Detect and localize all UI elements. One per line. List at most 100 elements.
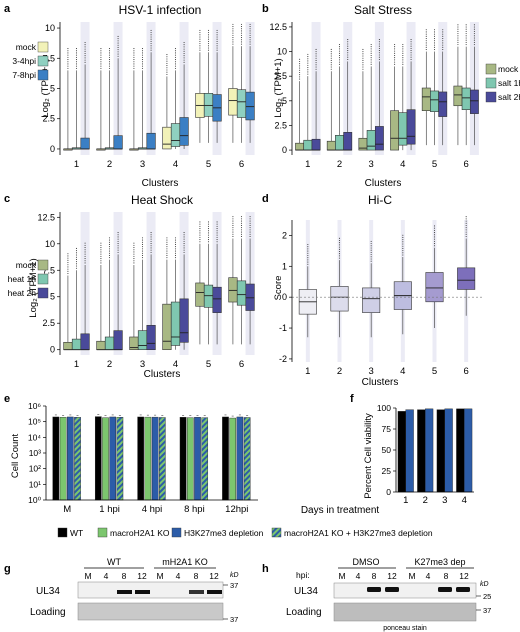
panel-b-cluster-1-box-1-outlier [299,74,301,76]
blot-h-hpi-label: hpi: [296,570,310,580]
panel-c-cluster-2-box-3-outlier [117,245,119,247]
panel-c-cluster-6-box-2-outlier [240,222,243,224]
blot-g-band-ko-8 [189,590,204,594]
panel-c-cluster-5-box-2-outlier [207,221,210,223]
panel-e-xtick-2: 1 hpi [99,504,120,515]
panel-e-bar-3-4 [159,417,166,501]
panel-c-cluster-4-box-2 [170,301,181,346]
panel-a-cluster-5-box-3-outlier [216,43,218,45]
panel-a-cluster-4-box-3-outlier [183,44,185,46]
panel-c-cluster-3-box-2-outlier [141,241,144,243]
panel-c-cluster-5-box-1 [195,282,205,307]
panel-b-cluster-2-box-1-outlier [330,68,332,70]
panel-a-cluster-4-box-1-outlier [166,58,168,60]
panel-b-cluster-1-box-3 [311,138,321,151]
blot-h-unit: kD [480,581,489,588]
panel-c-cluster-2-box-2-outlier [108,241,111,243]
legend-a-late-label: 7-8hpi [12,70,36,80]
panel-c-cluster-5-box-1-outlier [199,232,201,234]
panel-c-cluster-5-box-2-outlier [207,230,210,232]
panel-d-xtick-6: 6 [464,366,469,377]
panel-a-ytick-label: 7.5 [42,53,55,63]
legend-e-k27-swatch [171,527,182,538]
panel-c-cluster-3-box-3-outlier [150,238,152,240]
panel-a-cluster-2-box-1-outlier [100,52,102,54]
panel-a-cluster-3-box-2-outlier [141,61,144,63]
panel-a-cluster-4-box-3-outlier [183,52,185,55]
panel-b-cluster-3-box-3-outlier [378,52,380,54]
panel-a-cluster-3-box-2-outlier [141,56,144,58]
panel-b-cluster-3-box-2-outlier [370,48,372,50]
panel-e-bar-2-1 [94,416,102,501]
panel-c-cluster-3-box-2-outlier [141,252,144,254]
panel-d-cluster-3-box-1-outlier [370,258,372,260]
panel-a-cluster-4-box-2-outlier [174,54,177,56]
panel-c-cluster-5-box-3-outlier [216,223,218,225]
panel-c-cluster-6-box-3-outlier [249,227,251,229]
blot-h-band-dmso-12 [385,587,399,592]
panel-a-cluster-5-box-2-outlier [207,49,210,51]
panel-d-xlabel: Clusters [362,377,399,388]
panel-c-cluster-2-box-2-outlier [108,237,111,239]
panel-b-cluster-3-box-2 [366,130,376,151]
panel-c-cluster-4-box-3-outlier [183,236,185,238]
panel-c-cluster-3-box-1-outlier [133,251,135,253]
panel-b-cluster-5-box-1-outlier [425,35,427,37]
panel-e-bar-5-4 [243,417,251,501]
panel-b-cluster-5-box-3-outlier [442,38,444,40]
panel-h-letter: h [262,563,269,575]
blot-h-lane-4: 12 [387,571,397,581]
panel-d-xtick-1: 1 [305,366,310,377]
panel-f-xtick-4: 4 [462,495,467,506]
panel-a-cluster-2-box-2-outlier [108,50,111,52]
panel-a-cluster-6-box-2 [236,89,247,118]
panel-a-cluster-6-box-3-outlier [249,28,251,30]
panel-a-cluster-4-box-3 [179,117,189,146]
panel-b-xlabel: Clusters [365,178,402,189]
panel-c-cluster-5-box-1-outlier [199,223,201,225]
panel-f-ytick-label: 25 [382,466,392,476]
panel-c-cluster-1-box-3-outlier [84,247,86,249]
panel-c-cluster-4-box-1-outlier [166,254,168,257]
panel-c-ytick-label: 10 [45,239,55,249]
panel-c-cluster-3-box-3-outlier [150,247,152,249]
panel-c-cluster-3-box-3-outlier [150,240,152,242]
legend-c-heat2-label: heat 2h [8,288,37,298]
legend-c-mock-swatch [37,259,49,271]
panel-b-cluster-6-box-3-outlier [473,26,475,28]
panel-a-cluster-6-box-1-outlier [232,43,234,45]
panel-a-cluster-4-box-2-outlier [174,48,177,50]
panel-d-cluster-5-box-1-outlier [433,232,436,234]
blot-h-lane-2: 4 [356,571,361,581]
panel-b-cluster-1-box-1-outlier [299,69,301,71]
panel-a-cluster-5-box-1-outlier [199,38,201,40]
panel-e-bar-5-1 [222,416,229,501]
panel-d-cluster-3-box-1-outlier [370,251,372,253]
panel-b-cluster-3-box-3-outlier [378,58,380,60]
legend-b-mock-label: mock [498,64,519,74]
panel-a-cluster-1-box-3-outlier [84,41,86,44]
blot-g-lane-5: M [156,571,163,581]
panel-a-cluster-5-box-2-outlier [207,38,210,40]
panel-c-cluster-4-box-3 [179,298,189,343]
panel-a-cluster-1-box-2-outlier [75,59,78,61]
panel-a-cluster-1-box-1-outlier [67,67,69,69]
panel-b-cluster-5-box-1-outlier [425,49,427,51]
panel-b-cluster-2-box-2-outlier [338,61,341,63]
panel-c-cluster-5-box-3-outlier [216,241,218,243]
panel-c-cluster-3-box-3-outlier [150,243,152,245]
panel-d-cluster-6-box-1-outlier [465,220,467,222]
panel-a-xtick-1: 1 [74,159,79,170]
panel-b-cluster-3-box-1-outlier [362,48,364,51]
panel-a-cluster-3-box-3-outlier [150,49,152,51]
blot-g-group1: WT [107,557,121,567]
panel-b-cluster-6-box-2-outlier [465,28,467,30]
panel-c-cluster-1-box-1-outlier [67,266,69,268]
panel-c-cluster-6-box-1-outlier [232,224,234,227]
panel-c-cluster-5-box-3-outlier [216,232,218,234]
panel-e-xtick-4: 8 hpi [184,504,205,515]
panel-a-cluster-5-box-3-outlier [216,47,218,49]
panel-b-cluster-3-box-1-outlier [362,59,364,62]
panel-c-cluster-5-box-2-outlier [207,223,210,225]
panel-c-cluster-6-box-3-outlier [249,235,251,238]
